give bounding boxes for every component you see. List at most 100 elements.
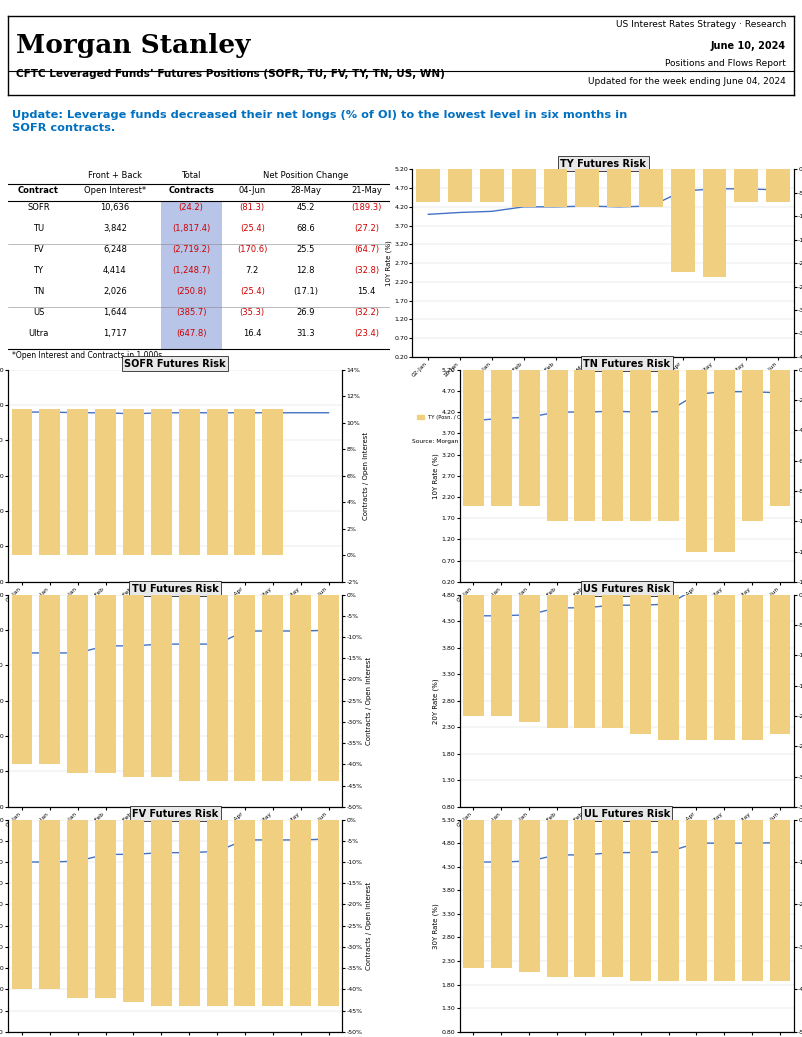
Bar: [512, 169, 536, 206]
Bar: [67, 410, 88, 556]
Text: 2,026: 2,026: [103, 287, 127, 297]
Bar: [547, 594, 568, 728]
Bar: [290, 594, 311, 781]
Bar: [630, 819, 651, 981]
Text: 12.8: 12.8: [297, 267, 315, 275]
Text: (81.3): (81.3): [240, 203, 265, 213]
Y-axis label: Contracts / Open Interest: Contracts / Open Interest: [363, 431, 369, 520]
Title: US Futures Risk: US Futures Risk: [583, 584, 670, 594]
Bar: [686, 819, 707, 981]
Bar: [151, 594, 172, 777]
Bar: [151, 819, 172, 1006]
Bar: [480, 169, 504, 202]
Bar: [123, 410, 144, 556]
Bar: [639, 169, 662, 206]
FancyBboxPatch shape: [160, 202, 221, 223]
Text: TY: TY: [34, 267, 43, 275]
Bar: [574, 819, 595, 977]
Bar: [519, 819, 540, 973]
Text: (2,719.2): (2,719.2): [172, 245, 210, 254]
Text: Source: Morgan Stanley Research, CFTC: Source: Morgan Stanley Research, CFTC: [8, 675, 126, 680]
Text: CFTC Leveraged Funds’ Futures Positions (SOFR, TU, FV, TY, TN, US, WN): CFTC Leveraged Funds’ Futures Positions …: [16, 68, 445, 79]
FancyBboxPatch shape: [160, 265, 221, 286]
Bar: [574, 369, 595, 522]
Text: 15.4: 15.4: [358, 287, 376, 297]
Text: Source: Morgan Stanley Research, CFTC: Source: Morgan Stanley Research, CFTC: [412, 440, 530, 445]
Bar: [602, 369, 623, 522]
Text: 16.4: 16.4: [243, 329, 261, 338]
Legend: TU (Posn. / OI): -44%; Weekly Change: -4%; Total OI:38,41,898, 2Y Rate: 4.99%: TU (Posn. / OI): -44%; Weekly Change: -4…: [10, 871, 243, 880]
Text: 25.5: 25.5: [297, 245, 315, 254]
Text: 21-May: 21-May: [351, 187, 382, 195]
Text: (189.3): (189.3): [351, 203, 382, 213]
Text: (64.7): (64.7): [354, 245, 379, 254]
Title: TU Futures Risk: TU Futures Risk: [132, 584, 219, 594]
Bar: [714, 369, 735, 552]
Text: (250.8): (250.8): [176, 287, 206, 297]
Bar: [686, 594, 707, 740]
Text: 28-May: 28-May: [290, 187, 321, 195]
Text: 1,717: 1,717: [103, 329, 127, 338]
Text: (27.2): (27.2): [354, 224, 379, 233]
Text: (24.2): (24.2): [179, 203, 204, 213]
Text: Front + Back: Front + Back: [88, 171, 142, 180]
Text: 4,414: 4,414: [103, 267, 127, 275]
Text: Contracts: Contracts: [168, 187, 214, 195]
Text: Update: Leverage funds decreased their net longs (% of OI) to the lowest level i: Update: Leverage funds decreased their n…: [12, 110, 627, 133]
Text: FV: FV: [33, 245, 44, 254]
Y-axis label: Contracts / Open Interest: Contracts / Open Interest: [366, 881, 371, 970]
Bar: [519, 594, 540, 722]
Bar: [151, 410, 172, 556]
Text: 68.6: 68.6: [296, 224, 315, 233]
Text: US: US: [33, 308, 44, 317]
Bar: [318, 819, 339, 1006]
Text: (32.2): (32.2): [354, 308, 379, 317]
Bar: [770, 594, 791, 734]
Bar: [742, 369, 763, 522]
Bar: [234, 594, 255, 781]
Text: Updated for the week ending June 04, 2024: Updated for the week ending June 04, 202…: [589, 77, 786, 86]
Bar: [491, 369, 512, 506]
Text: SOFR: SOFR: [27, 203, 50, 213]
Legend: SOFR (Posn. / OI): 0%; Weekly Change: -1%; Total OI:1,06,35,546, 1Y1Y Rate: 4.78: SOFR (Posn. / OI): 0%; Weekly Change: -1…: [10, 646, 256, 655]
Bar: [463, 594, 484, 716]
Text: (1,248.7): (1,248.7): [172, 267, 210, 275]
Title: TY Futures Risk: TY Futures Risk: [561, 159, 646, 169]
Bar: [95, 410, 116, 556]
Bar: [463, 369, 484, 506]
Bar: [39, 819, 60, 989]
Bar: [318, 594, 339, 781]
Bar: [686, 369, 707, 552]
Bar: [742, 594, 763, 740]
Bar: [714, 594, 735, 740]
Text: Ultra: Ultra: [28, 329, 49, 338]
Text: 3,842: 3,842: [103, 224, 127, 233]
Bar: [463, 819, 484, 969]
Bar: [123, 594, 144, 777]
Bar: [491, 819, 512, 969]
Bar: [11, 594, 32, 764]
Text: 26.9: 26.9: [297, 308, 315, 317]
Bar: [234, 410, 255, 556]
Text: 04-Jun: 04-Jun: [238, 187, 265, 195]
Title: FV Futures Risk: FV Futures Risk: [132, 809, 218, 819]
Bar: [770, 369, 791, 506]
Text: *Open Interest and Contracts in 1,000s: *Open Interest and Contracts in 1,000s: [12, 352, 162, 360]
FancyBboxPatch shape: [160, 286, 221, 307]
Y-axis label: 10Y Rate (%): 10Y Rate (%): [432, 453, 439, 499]
Text: (170.6): (170.6): [237, 245, 267, 254]
Title: SOFR Futures Risk: SOFR Futures Risk: [124, 359, 226, 369]
Text: Open Interest*: Open Interest*: [83, 187, 146, 195]
Bar: [207, 819, 228, 1006]
Bar: [11, 410, 32, 556]
Text: 45.2: 45.2: [297, 203, 315, 213]
Text: TU: TU: [33, 224, 44, 233]
Bar: [766, 169, 790, 202]
Text: Source: Morgan Stanley Research, CFTC: Source: Morgan Stanley Research, CFTC: [460, 900, 577, 905]
Bar: [290, 819, 311, 1006]
Bar: [67, 819, 88, 998]
Text: (25.4): (25.4): [240, 287, 265, 297]
Text: (32.8): (32.8): [354, 267, 379, 275]
Bar: [547, 819, 568, 977]
Bar: [179, 594, 200, 781]
